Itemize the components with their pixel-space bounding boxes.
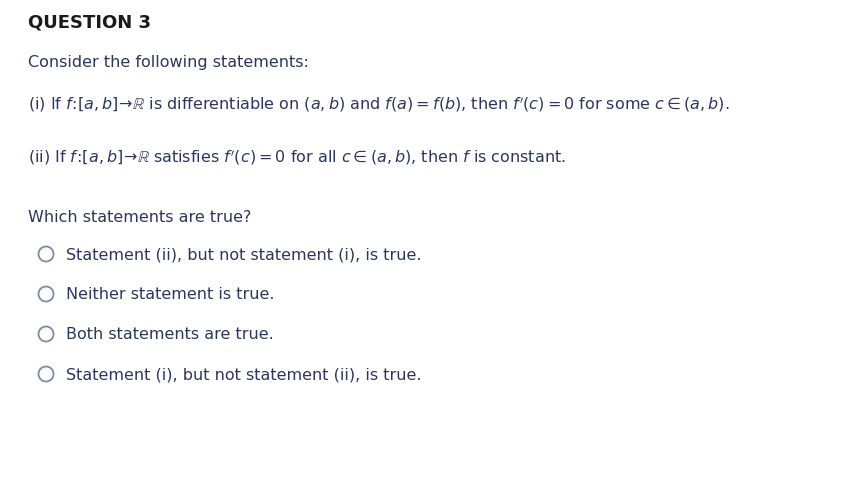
Text: Which statements are true?: Which statements are true? (28, 210, 252, 225)
Text: Neither statement is true.: Neither statement is true. (66, 287, 275, 302)
Text: (i) If $f\!:\![a,b]\!\rightarrow\!\mathbb{R}$ is differentiable on $(a,b)$ and $: (i) If $f\!:\![a,b]\!\rightarrow\!\mathb… (28, 95, 729, 114)
Text: Consider the following statements:: Consider the following statements: (28, 55, 309, 70)
Text: QUESTION 3: QUESTION 3 (28, 14, 151, 32)
Text: Statement (i), but not statement (ii), is true.: Statement (i), but not statement (ii), i… (66, 367, 421, 382)
Text: Both statements are true.: Both statements are true. (66, 327, 274, 342)
Text: (ii) If $f\!:\![a,b]\!\rightarrow\!\mathbb{R}$ satisfies $f'(c) =0$ for all $c \: (ii) If $f\!:\![a,b]\!\rightarrow\!\math… (28, 148, 566, 167)
Text: Statement (ii), but not statement (i), is true.: Statement (ii), but not statement (i), i… (66, 247, 421, 262)
